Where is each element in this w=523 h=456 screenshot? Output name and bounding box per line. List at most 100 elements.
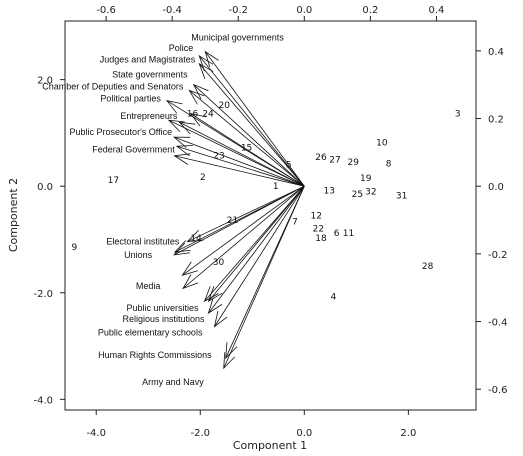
arrow-head bbox=[207, 297, 223, 315]
arrow-shaft bbox=[179, 121, 305, 187]
observation-label: 13 bbox=[324, 186, 335, 196]
x-tick-label: -4.0 bbox=[86, 428, 106, 439]
variable-label: Media bbox=[136, 281, 161, 291]
variable-label: Human Rights Commissions bbox=[98, 350, 212, 360]
observation-label: 26 bbox=[315, 153, 327, 163]
arrow-head bbox=[175, 145, 193, 157]
observation-label: 24 bbox=[202, 110, 214, 120]
variable-label: Municipal governments bbox=[191, 33, 284, 43]
top-tick-label: -0.6 bbox=[96, 5, 116, 16]
arrow-shaft bbox=[182, 185, 305, 289]
observation-label: 17 bbox=[108, 176, 119, 186]
arrow-shaft bbox=[208, 185, 305, 302]
observation-label: 30 bbox=[213, 258, 225, 268]
observation-label: 32 bbox=[365, 188, 376, 198]
arrow-head bbox=[173, 136, 191, 148]
x-axis-title: Component 1 bbox=[233, 439, 307, 452]
observation-label: 11 bbox=[343, 229, 354, 239]
arrow-head bbox=[207, 286, 223, 303]
variable-label: Political parties bbox=[100, 94, 161, 104]
loading-arrow bbox=[165, 99, 305, 187]
loading-arrow bbox=[213, 185, 305, 328]
arrow-head bbox=[165, 99, 183, 114]
observation-label: 2 bbox=[200, 173, 206, 183]
arrow-shaft bbox=[193, 84, 305, 187]
variable-label: Public Prosecutor's Office bbox=[70, 127, 173, 137]
arrow-head bbox=[181, 261, 198, 276]
variable-label: Public elementary schools bbox=[98, 328, 203, 338]
variable-label: Electoral institutes bbox=[106, 237, 180, 247]
arrow-head bbox=[225, 342, 238, 360]
x-tick-label: 2.0 bbox=[400, 428, 416, 439]
right-tick-label: -0.2 bbox=[488, 250, 508, 261]
arrow-shaft bbox=[166, 100, 305, 187]
variable-label: Federal Government bbox=[92, 144, 175, 154]
axes-layer: -4.0 -2.0 0.0 2.0 -4.0 -2.0 0.0 2.0 -0.6 -0.4 -0.2… bbox=[33, 5, 507, 439]
arrow-shaft bbox=[204, 51, 305, 187]
arrow-shaft bbox=[223, 186, 305, 369]
observation-label: 16 bbox=[187, 110, 199, 120]
arrow-head bbox=[178, 121, 196, 135]
arrow-head bbox=[186, 230, 204, 243]
arrow-shaft bbox=[198, 63, 305, 187]
x-tick-label: 0.0 bbox=[296, 428, 312, 439]
plot-frame bbox=[64, 20, 477, 411]
loading-arrow bbox=[223, 186, 305, 370]
arrow-shaft bbox=[168, 119, 305, 187]
observation-label: 9 bbox=[71, 243, 77, 253]
arrow-head bbox=[167, 119, 185, 133]
loading-arrow bbox=[173, 153, 305, 187]
right-tick-label: -0.4 bbox=[488, 318, 508, 329]
x-tick-label: -2.0 bbox=[191, 428, 211, 439]
variable-label: Police bbox=[169, 43, 194, 53]
arrow-head bbox=[173, 240, 191, 253]
observation-label: 18 bbox=[315, 234, 327, 244]
top-tick-label: 0.0 bbox=[296, 5, 312, 16]
loading-arrow bbox=[181, 185, 305, 276]
variable-label: Judges and Magistrates bbox=[100, 55, 196, 65]
loading-arrow bbox=[182, 185, 305, 290]
loading-arrow bbox=[188, 89, 305, 187]
arrow-shaft bbox=[189, 90, 305, 187]
observation-label: 4 bbox=[331, 292, 337, 302]
observation-labels-layer: 1234567891011121314151617181920212223242… bbox=[71, 101, 460, 302]
arrow-shaft bbox=[174, 155, 305, 187]
arrow-shaft bbox=[214, 185, 305, 327]
top-tick-label: 0.4 bbox=[429, 5, 445, 16]
right-tick-label: 0.0 bbox=[488, 182, 504, 193]
variable-label: Army and Navy bbox=[142, 377, 204, 387]
top-tick-label: -0.4 bbox=[162, 5, 182, 16]
arrow-shaft bbox=[208, 185, 305, 314]
observation-label: 3 bbox=[455, 110, 461, 120]
arrow-shaft bbox=[182, 185, 305, 276]
arrow-head bbox=[173, 242, 191, 256]
observation-label: 23 bbox=[213, 151, 224, 161]
arrow-head bbox=[188, 89, 205, 105]
observation-label: 31 bbox=[396, 191, 407, 201]
variable-label: Unions bbox=[124, 250, 153, 260]
observation-label: 7 bbox=[292, 217, 298, 227]
arrow-shaft bbox=[198, 55, 305, 187]
observation-label: 28 bbox=[422, 262, 434, 272]
observation-label: 14 bbox=[190, 234, 202, 244]
variable-label: Entrepreneurs bbox=[120, 111, 178, 121]
arrow-head bbox=[173, 153, 191, 165]
observation-label: 22 bbox=[313, 224, 324, 234]
y-axis-title: Component 2 bbox=[7, 178, 20, 252]
arrow-head bbox=[189, 112, 207, 127]
loading-arrow bbox=[203, 185, 305, 303]
loading-arrow bbox=[175, 145, 305, 187]
arrow-shaft bbox=[174, 136, 305, 187]
right-tick-label: 0.2 bbox=[488, 115, 504, 126]
arrow-head bbox=[182, 274, 199, 290]
right-tick-label: 0.4 bbox=[488, 47, 504, 58]
loading-arrow bbox=[207, 185, 305, 303]
loading-arrow bbox=[167, 119, 305, 187]
arrow-shaft bbox=[173, 185, 305, 256]
observation-label: 10 bbox=[376, 138, 388, 148]
observation-label: 20 bbox=[218, 101, 230, 111]
arrow-shaft bbox=[187, 185, 305, 243]
variable-label: Religious institutions bbox=[122, 314, 205, 324]
arrow-head bbox=[223, 352, 236, 370]
